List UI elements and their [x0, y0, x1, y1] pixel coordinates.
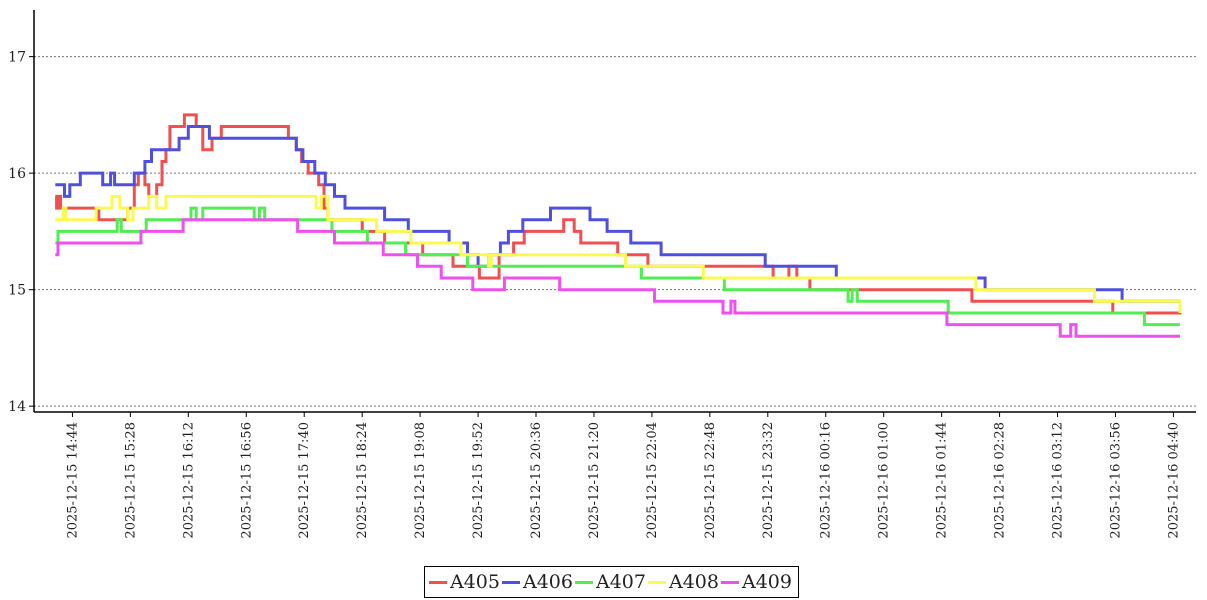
x-tick-label: 2025-12-16 00:16	[819, 422, 834, 539]
x-tick-label: 2025-12-16 01:44	[935, 422, 950, 539]
legend-item-a406: A406	[502, 571, 573, 593]
x-tick-label: 2025-12-16 03:12	[1051, 422, 1066, 539]
series-line-a405	[55, 113, 1182, 315]
y-tick-label: 15	[8, 283, 26, 299]
series-line-a409	[55, 218, 1180, 338]
x-tick-label: 2025-12-15 22:48	[703, 422, 718, 539]
x-tick-label: 2025-12-15 16:56	[239, 422, 254, 539]
legend-swatch	[721, 580, 739, 584]
series-line-a408	[55, 194, 1182, 313]
x-tick-label: 2025-12-15 19:52	[471, 422, 486, 539]
legend-label: A405	[450, 571, 500, 593]
legend-item-a408: A408	[648, 571, 719, 593]
legend-swatch	[575, 580, 593, 584]
x-tick-label: 2025-12-16 02:28	[993, 422, 1008, 539]
legend-swatch	[648, 580, 666, 584]
x-tick-label: 2025-12-15 21:20	[587, 422, 602, 539]
x-tick-label: 2025-12-15 20:36	[529, 422, 544, 539]
legend-label: A409	[742, 571, 792, 593]
axes	[33, 10, 1196, 413]
y-tick-label: 16	[8, 166, 26, 182]
x-tick-label: 2025-12-16 03:56	[1108, 422, 1123, 539]
series-line-a407	[55, 206, 1180, 327]
x-tick-label: 2025-12-15 16:12	[181, 422, 196, 539]
x-tick-label: 2025-12-15 15:28	[123, 422, 138, 539]
x-ticks: 2025-12-15 14:44 2025-12-15 15:28 2025-12-…	[65, 412, 1181, 539]
legend-swatch	[502, 580, 520, 584]
legend-label: A407	[596, 571, 646, 593]
legend-label: A408	[669, 571, 719, 593]
series-line-a406	[55, 125, 1180, 303]
x-tick-label: 2025-12-16 01:00	[877, 422, 892, 539]
x-tick-label: 2025-12-15 19:08	[413, 422, 428, 539]
x-tick-label: 2025-12-15 18:24	[355, 422, 370, 539]
legend-swatch	[429, 580, 447, 584]
chart-legend: A405 A406 A407 A408 A409	[424, 566, 799, 598]
legend-item-a407: A407	[575, 571, 646, 593]
legend-item-a405: A405	[429, 571, 500, 593]
x-tick-label: 2025-12-15 23:32	[761, 422, 776, 539]
y-tick-label: 17	[8, 50, 26, 66]
x-tick-label: 2025-12-15 14:44	[65, 422, 80, 539]
y-tick-label: 14	[8, 399, 26, 415]
x-tick-label: 2025-12-16 04:40	[1166, 422, 1181, 539]
y-ticks: 14 15 16 17	[8, 50, 34, 415]
x-tick-label: 2025-12-15 17:40	[297, 422, 312, 539]
x-tick-label: 2025-12-15 22:04	[645, 422, 660, 539]
series-lines	[55, 113, 1182, 338]
legend-label: A406	[523, 571, 573, 593]
legend-item-a409: A409	[721, 571, 792, 593]
